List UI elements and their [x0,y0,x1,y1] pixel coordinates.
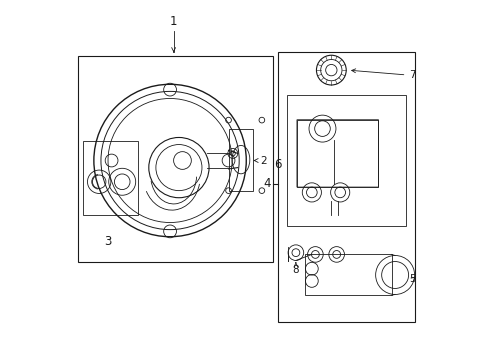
Bar [278,53,414,322]
Text: 8: 8 [292,262,299,275]
Text: 4: 4 [263,177,270,190]
Text: 2: 2 [254,156,266,166]
Text: 1: 1 [169,15,177,28]
Bar [83,141,138,215]
Text: 7: 7 [351,69,415,80]
Bar [286,95,405,226]
Bar [228,129,253,191]
Text: 3: 3 [104,235,111,248]
Bar [296,120,378,187]
Bar [304,255,391,295]
Bar [78,56,272,261]
Text: 6: 6 [274,158,281,171]
Text: 5: 5 [408,274,415,284]
